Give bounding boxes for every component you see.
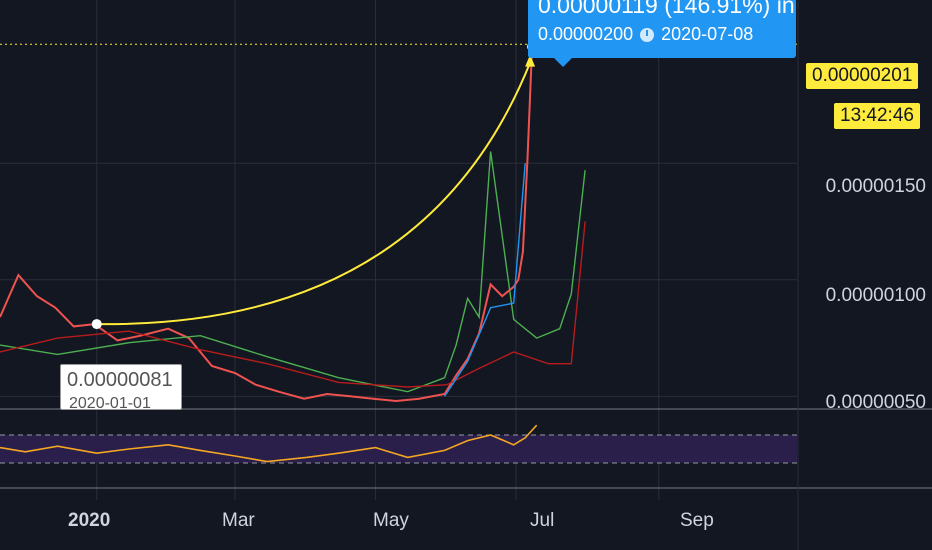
measure-tooltip: 0.00000119 (146.91%) in 0.00000200 2020-… [528, 0, 796, 67]
time-axis-label: Mar [222, 510, 255, 531]
measure-arrowhead [525, 54, 536, 67]
series-indicator-green [0, 151, 586, 393]
measure-start-price: 0.00000081 [67, 369, 173, 391]
time-axis-label: 2020 [68, 510, 111, 531]
oscillator-band [0, 435, 797, 463]
time-axis-label: Sep [680, 510, 714, 531]
measure-target-price: 0.00000200 [538, 24, 634, 44]
measure-start-point [91, 319, 102, 330]
measure-curve [96, 62, 532, 326]
time-axis-label: May [373, 510, 409, 531]
price-axis-label: 0.00000050 [825, 392, 926, 413]
series-indicator-blue [444, 163, 526, 397]
series-price [0, 46, 534, 403]
measure-target-date: 2020-07-08 [661, 24, 754, 44]
series-indicator-red [0, 221, 586, 388]
measure-change-text: 0.00000119 (146.91%) in [538, 0, 795, 18]
measure-target: 0.00000200 2020-07-08 [538, 24, 753, 45]
countdown-tag: 13:42:46 [834, 103, 920, 129]
price-axis-label: 0.00000100 [825, 285, 926, 306]
price-axis-label: 0.00000150 [825, 176, 926, 197]
last-price-tag: 0.00000201 [806, 63, 919, 89]
measure-start-label: 0.00000081 2020-01-01 [60, 364, 182, 410]
clock-icon [640, 28, 655, 42]
measure-start-date: 2020-01-01 [69, 395, 151, 410]
time-axis-label: Jul [530, 510, 555, 531]
tooltip-pointer [554, 58, 572, 67]
oscillator-line [0, 424, 538, 463]
